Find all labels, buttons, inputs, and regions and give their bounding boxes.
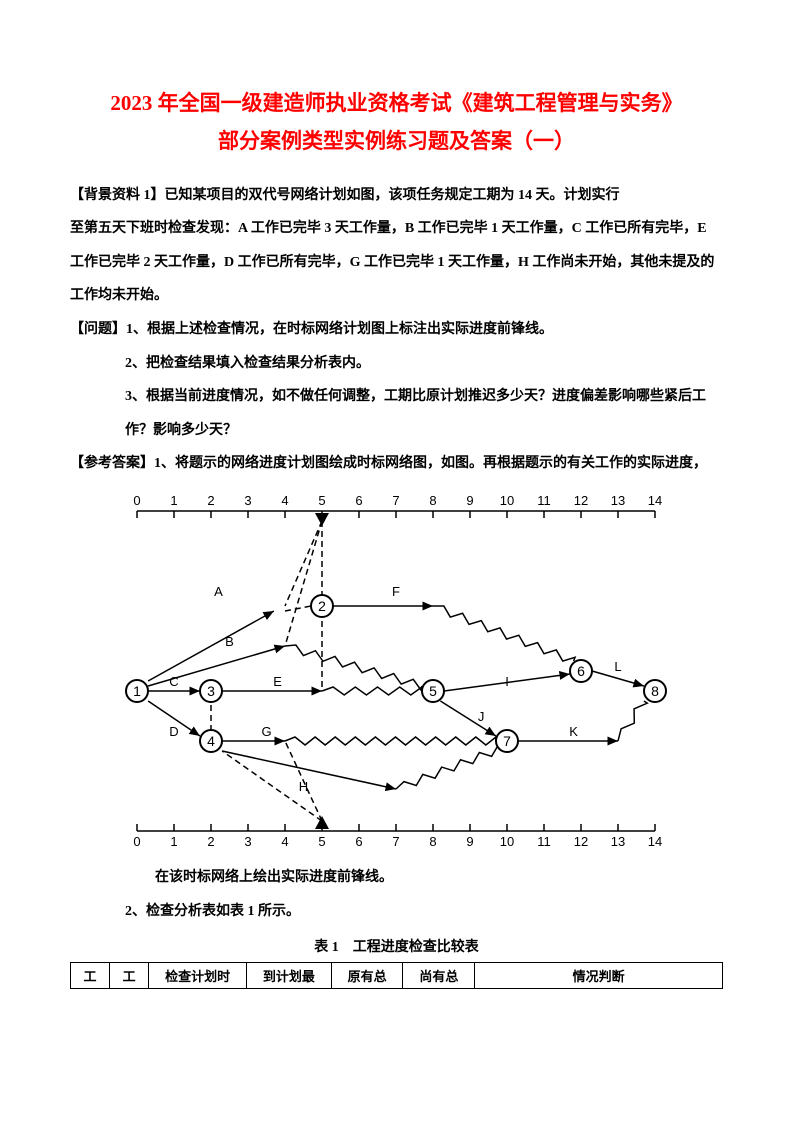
answer-label: 【参考答案】 [70, 456, 154, 471]
answer-line-1: 【参考答案】1、将题示的网络进度计划图绘成时标网络图，如图。再根据题示的有关工作… [70, 447, 723, 481]
svg-text:5: 5 [318, 834, 325, 849]
svg-text:9: 9 [466, 493, 473, 508]
question-2: 2、把检查结果填入检查结果分析表内。 [70, 347, 723, 381]
table-header-cell: 情况判断 [475, 963, 723, 989]
svg-text:2: 2 [318, 598, 326, 614]
network-diagram: 0123456789101112131401234567891011121314… [117, 491, 677, 851]
svg-text:D: D [169, 724, 178, 739]
progress-table: 工工检查计划时到计划最原有总尚有总情况判断 [70, 962, 723, 989]
svg-text:4: 4 [207, 733, 215, 749]
svg-text:0: 0 [133, 834, 140, 849]
svg-text:F: F [392, 584, 400, 599]
svg-text:G: G [261, 724, 271, 739]
svg-text:3: 3 [207, 683, 215, 699]
table-header-cell: 到计划最 [247, 963, 332, 989]
svg-text:H: H [298, 779, 307, 794]
svg-text:5: 5 [429, 683, 437, 699]
svg-text:1: 1 [170, 834, 177, 849]
svg-text:8: 8 [651, 683, 659, 699]
title-line-2: 部分案例类型实例练习题及答案（一） [70, 123, 723, 161]
svg-text:1: 1 [133, 683, 141, 699]
svg-text:L: L [614, 659, 621, 674]
background-text-3: 工作已完毕 2 天工作量，D 工作已所有完毕，G 工作已完毕 1 天工作量，H … [70, 246, 723, 280]
question-3b: 作？影响多少天？ [70, 414, 723, 448]
svg-text:E: E [273, 674, 282, 689]
questions-line-1: 【问题】1、根据上述检查情况，在时标网络计划图上标注出实际进度前锋线。 [70, 313, 723, 347]
svg-text:K: K [569, 724, 578, 739]
svg-text:9: 9 [466, 834, 473, 849]
table-header-cell: 尚有总 [403, 963, 475, 989]
svg-text:3: 3 [244, 834, 251, 849]
svg-text:11: 11 [537, 834, 551, 849]
svg-text:12: 12 [573, 834, 587, 849]
table-header-row: 工工检查计划时到计划最原有总尚有总情况判断 [71, 963, 723, 989]
svg-text:2: 2 [207, 834, 214, 849]
svg-text:0: 0 [133, 493, 140, 508]
svg-text:12: 12 [573, 493, 587, 508]
svg-text:7: 7 [392, 834, 399, 849]
svg-text:4: 4 [281, 493, 288, 508]
svg-text:B: B [225, 634, 234, 649]
svg-text:A: A [214, 584, 223, 599]
svg-text:3: 3 [244, 493, 251, 508]
svg-text:8: 8 [429, 834, 436, 849]
svg-text:6: 6 [577, 663, 585, 679]
svg-text:6: 6 [355, 834, 362, 849]
question-1: 1、根据上述检查情况，在时标网络计划图上标注出实际进度前锋线。 [126, 322, 553, 337]
svg-text:I: I [505, 674, 509, 689]
svg-text:10: 10 [499, 834, 513, 849]
background-text-1: 已知某项目的双代号网络计划如图，该项任务规定工期为 14 天。计划实行 [165, 188, 620, 203]
below-diagram-1: 在该时标网络上绘出实际进度前锋线。 [70, 861, 723, 895]
table-header-cell: 原有总 [331, 963, 403, 989]
table-header-cell: 检查计划时 [149, 963, 247, 989]
questions-label: 【问题】 [70, 322, 126, 337]
table-header-cell: 工 [110, 963, 149, 989]
svg-text:J: J [477, 709, 484, 724]
svg-text:11: 11 [537, 493, 551, 508]
svg-text:5: 5 [318, 493, 325, 508]
svg-text:13: 13 [610, 493, 624, 508]
background-para-1: 【背景资料 1】已知某项目的双代号网络计划如图，该项任务规定工期为 14 天。计… [70, 179, 723, 213]
below-diagram-2: 2、检查分析表如表 1 所示。 [70, 895, 723, 929]
background-label: 【背景资料 1】 [70, 188, 165, 203]
svg-text:1: 1 [170, 493, 177, 508]
svg-text:10: 10 [499, 493, 513, 508]
question-3: 3、根据当前进度情况，如不做任何调整，工期比原计划推迟多少天？进度偏差影响哪些紧… [70, 380, 723, 414]
svg-text:7: 7 [392, 493, 399, 508]
svg-text:14: 14 [647, 493, 661, 508]
background-text-2: 至第五天下班时检查发现：A 工作已完毕 3 天工作量，B 工作已完毕 1 天工作… [70, 212, 723, 246]
answer-text: 1、将题示的网络进度计划图绘成时标网络图，如图。再根据题示的有关工作的实际进度， [154, 456, 707, 471]
table-header-cell: 工 [71, 963, 110, 989]
svg-text:2: 2 [207, 493, 214, 508]
svg-text:14: 14 [647, 834, 661, 849]
svg-text:7: 7 [503, 733, 511, 749]
background-text-4: 工作均未开始。 [70, 279, 723, 313]
svg-text:13: 13 [610, 834, 624, 849]
svg-text:C: C [169, 674, 178, 689]
svg-text:4: 4 [281, 834, 288, 849]
title-line-1: 2023 年全国一级建造师执业资格考试《建筑工程管理与实务》 [70, 85, 723, 123]
svg-text:6: 6 [355, 493, 362, 508]
table-title: 表 1 工程进度检查比较表 [70, 936, 723, 956]
svg-text:8: 8 [429, 493, 436, 508]
